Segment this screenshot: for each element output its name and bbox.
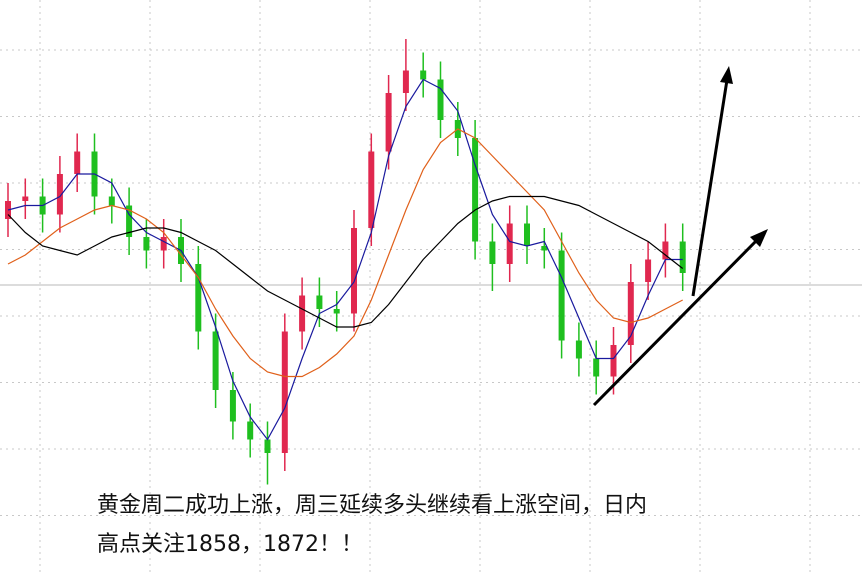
annotation: 高点关注1858，1872！！ (97, 532, 363, 557)
candle-body (506, 223, 513, 264)
moving-average-line (7, 195, 684, 328)
candle-body (108, 196, 115, 206)
candle-body (316, 295, 323, 309)
candle-body (558, 250, 565, 341)
candle-body (247, 421, 254, 440)
candle-body (229, 390, 236, 422)
candle-body (402, 70, 409, 93)
candle-body (472, 138, 479, 242)
candle-body (593, 358, 600, 377)
candle-body (679, 241, 686, 273)
candle-body (524, 223, 530, 246)
candle-body (489, 241, 496, 264)
candle-body (160, 237, 167, 251)
candle-body (541, 246, 548, 251)
candle-body (351, 228, 357, 314)
trend-arrows (592, 66, 768, 407)
candle-body (299, 295, 306, 332)
candle-body (22, 196, 29, 201)
candle-body (627, 282, 634, 345)
arrow-head (750, 229, 768, 247)
candle-body (126, 205, 133, 237)
candle-body (420, 70, 427, 80)
candle-body (385, 93, 392, 152)
candle-body (610, 345, 617, 377)
candle-body (264, 439, 271, 453)
plot (5, 39, 686, 485)
annotation: 黄金周二成功上涨，周三延续多头继续看上涨空间，日内 (97, 493, 647, 518)
trend-line (592, 235, 762, 407)
trend-line (691, 79, 729, 297)
candle-body (333, 309, 340, 314)
candle-body (143, 237, 150, 251)
candle-body (195, 264, 202, 332)
candle-body (368, 151, 375, 228)
candle-body (56, 174, 63, 215)
candle-body (212, 331, 219, 390)
candle-body (437, 79, 444, 120)
moving-average-line (7, 78, 683, 441)
candle-body (281, 331, 288, 453)
arrow-head (720, 66, 733, 84)
candle-body (645, 259, 652, 282)
candle-body (662, 241, 669, 260)
candle-body (74, 151, 81, 174)
candle-body (575, 340, 582, 359)
moving-average-line (7, 128, 683, 378)
